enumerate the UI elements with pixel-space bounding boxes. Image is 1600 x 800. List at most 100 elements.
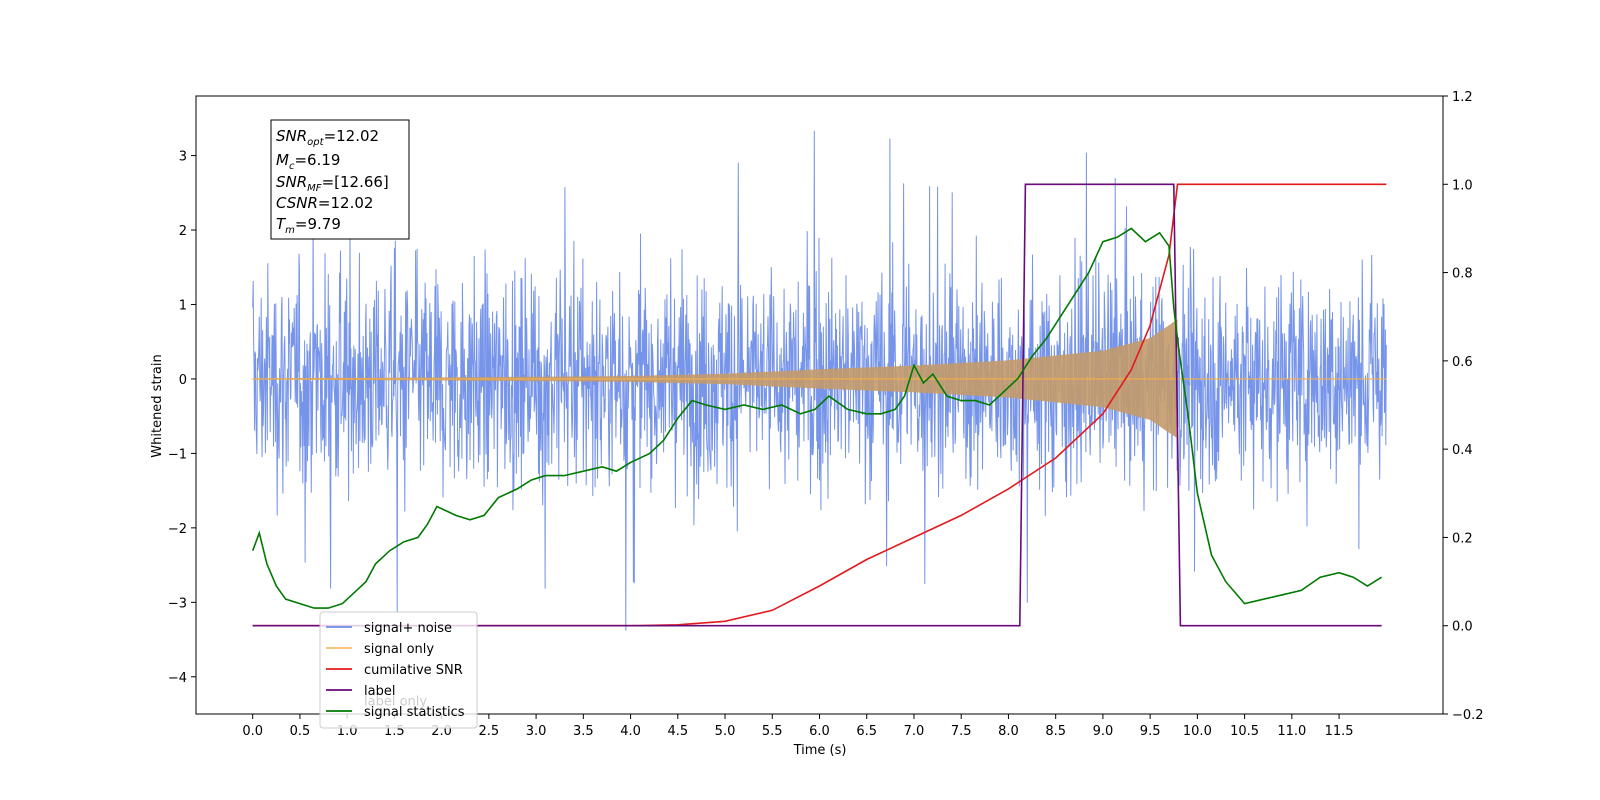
y-left-tick: 1 [179, 298, 196, 313]
plot-area [251, 130, 1387, 631]
x-tick-label: 5.0 [715, 724, 736, 739]
x-tick-label: 9.5 [1140, 724, 1161, 739]
y-axis-label: Whitened strain [150, 354, 165, 457]
x-tick-label: 11.5 [1325, 724, 1354, 739]
legend-label-hidden: label only [364, 695, 427, 710]
x-tick-label: 0.5 [290, 724, 311, 739]
y-right-tick-label: 0.8 [1452, 267, 1473, 282]
y-left-tick-label: 3 [179, 150, 187, 165]
x-tick: 8.5 [1045, 714, 1066, 739]
stat-mc: Mc=6.19 [276, 151, 340, 172]
legend-entry: label [326, 684, 395, 699]
legend-entry: signal only [326, 642, 434, 657]
x-tick-label: 8.0 [998, 724, 1019, 739]
y-right-tick: 0.4 [1443, 443, 1473, 458]
x-axis-label: Time (s) [793, 743, 847, 758]
legend-entry: signal+ noise [326, 621, 452, 636]
y-left-tick: −4 [168, 671, 196, 686]
legend-label: signal statistics [364, 705, 465, 720]
y-right-tick: 1.0 [1443, 178, 1473, 193]
x-tick-label: 6.0 [809, 724, 830, 739]
y-right-tick-label: 0.6 [1452, 355, 1473, 370]
x-tick: 10.5 [1230, 714, 1259, 739]
y-axis-right: −0.2 0.0 0.2 0.4 0.6 0.8 1.0 1.2 [1443, 90, 1484, 723]
stat-snr-opt: SNRopt=12.02 [276, 127, 379, 148]
x-tick-label: 9.0 [1093, 724, 1114, 739]
x-tick: 2.5 [479, 714, 499, 739]
stats-box: SNRopt=12.02 Mc=6.19 SNRMF=[12.66] CSNR=… [270, 119, 410, 240]
x-tick: 3.5 [573, 714, 594, 739]
legend-entry: cumilative SNR [326, 663, 463, 678]
x-tick: 9.0 [1093, 714, 1114, 739]
y-right-tick-label: 0.4 [1452, 443, 1473, 458]
stat-snr-mf: SNRMF=[12.66] [276, 173, 389, 194]
series-label [252, 183, 1382, 627]
series-signal-noise [252, 130, 1387, 631]
legend-label: signal+ noise [364, 621, 452, 636]
legend-entry: signal statistics [326, 705, 465, 720]
x-tick-label: 4.0 [620, 724, 641, 739]
x-tick: 4.0 [620, 714, 641, 739]
y-right-tick: −0.2 [1443, 708, 1484, 723]
x-tick-label: 5.5 [762, 724, 783, 739]
y-left-tick: 2 [179, 224, 196, 239]
x-tick-label: 4.5 [667, 724, 688, 739]
y-right-tick: 0.2 [1443, 531, 1473, 546]
x-tick: 10.0 [1183, 714, 1212, 739]
x-tick: 3.0 [526, 714, 547, 739]
x-tick: 7.0 [904, 714, 925, 739]
y-left-tick-label: 0 [179, 373, 187, 388]
legend-frame [319, 611, 478, 729]
legend-label: label [364, 684, 395, 699]
y-left-tick-label: 1 [179, 298, 187, 313]
x-tick-label: 3.0 [526, 724, 547, 739]
legend-label: cumilative SNR [364, 663, 463, 678]
x-tick-label: 10.0 [1183, 724, 1212, 739]
stat-csnr: CSNR=12.02 [276, 194, 373, 212]
x-tick: 5.0 [715, 714, 736, 739]
y-right-tick: 0.0 [1443, 620, 1473, 635]
y-left-tick: −3 [168, 596, 196, 611]
x-tick-label: 6.5 [856, 724, 877, 739]
y-left-tick-label: −1 [168, 447, 187, 462]
y-right-tick-label: 1.0 [1452, 178, 1473, 193]
x-tick-label: 7.0 [904, 724, 925, 739]
y-right-tick-label: 0.0 [1452, 620, 1473, 635]
y-left-tick-label: 2 [179, 224, 187, 239]
x-tick: 0.5 [290, 714, 311, 739]
y-left-tick-label: −3 [168, 596, 187, 611]
y-right-tick-label: 0.2 [1452, 531, 1473, 546]
x-tick: 6.0 [809, 714, 830, 739]
y-right-tick: 0.8 [1443, 267, 1473, 282]
legend: signal+ noise signal only cumilative SNR la… [319, 611, 478, 729]
x-tick-label: 10.5 [1230, 724, 1259, 739]
y-right-tick-label: 1.2 [1452, 90, 1473, 105]
x-tick: 11.0 [1277, 714, 1306, 739]
x-tick: 4.5 [667, 714, 688, 739]
series-signal-statistics [251, 227, 1383, 609]
x-tick-label: 7.5 [951, 724, 972, 739]
x-tick-label: 8.5 [1045, 724, 1066, 739]
y-right-tick-label: −0.2 [1452, 708, 1484, 723]
x-tick: 9.5 [1140, 714, 1161, 739]
x-tick: 8.0 [998, 714, 1019, 739]
x-tick-label: 3.5 [573, 724, 594, 739]
series-cumulative-snr [252, 183, 1387, 627]
y-left-tick: 3 [179, 150, 196, 165]
x-tick: 6.5 [856, 714, 877, 739]
x-tick: 5.5 [762, 714, 783, 739]
y-right-tick: 0.6 [1443, 355, 1473, 370]
x-tick-label: 11.0 [1277, 724, 1306, 739]
legend-label: signal only [364, 642, 434, 657]
stat-tm: Tm=9.79 [276, 215, 341, 236]
y-left-tick-label: −4 [168, 671, 187, 686]
y-left-tick: −1 [168, 447, 196, 462]
y-left-tick-label: −2 [168, 522, 187, 537]
y-left-tick: −2 [168, 522, 196, 537]
x-tick: 11.5 [1325, 714, 1354, 739]
x-tick-label: 0.0 [242, 724, 263, 739]
legend-entry-hidden: label only [364, 695, 427, 710]
y-right-tick: 1.2 [1443, 90, 1473, 105]
x-tick: 7.5 [951, 714, 972, 739]
